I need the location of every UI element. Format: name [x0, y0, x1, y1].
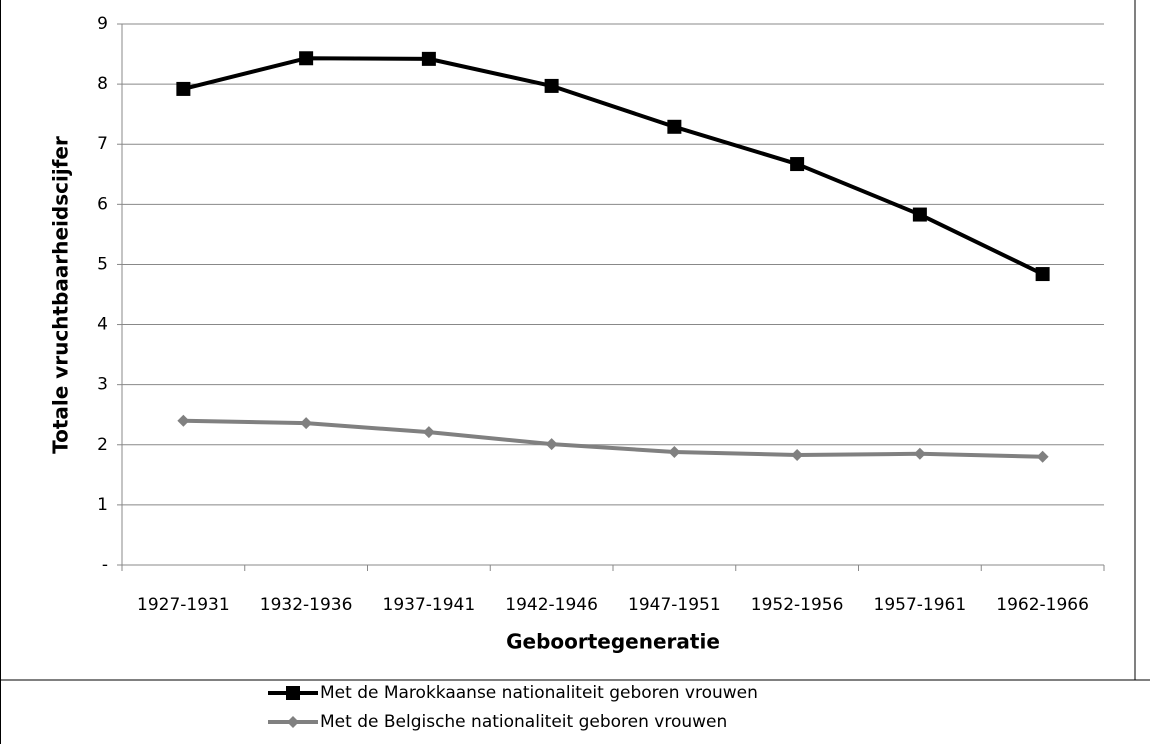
point [176, 81, 191, 96]
y-tick-label: - [102, 555, 108, 575]
y-tick-label: 5 [97, 254, 108, 274]
x-tick-label: 1952-1956 [751, 595, 844, 615]
point [299, 51, 314, 66]
point [791, 448, 804, 461]
line [182, 56, 1044, 276]
x-tick-label: 1957-1961 [874, 595, 967, 615]
x-tick-label: 1942-1946 [505, 595, 598, 615]
legend-marker [286, 686, 300, 700]
point [913, 447, 926, 460]
y-tick-label: 3 [97, 375, 108, 395]
point [177, 414, 190, 427]
point [544, 78, 559, 93]
point [300, 417, 313, 430]
legend-label: Met de Belgische nationaliteit geboren v… [320, 712, 727, 732]
x-axis-label: Geboortegeneratie [506, 630, 720, 654]
point [1036, 450, 1049, 463]
legend-marker [287, 716, 299, 728]
point [545, 438, 558, 451]
y-tick-label: 2 [97, 435, 108, 455]
y-tick-label: 4 [97, 315, 108, 335]
point [912, 207, 927, 222]
point [668, 445, 681, 458]
y-tick-label: 9 [97, 14, 108, 34]
x-tick-label: 1947-1951 [628, 595, 721, 615]
legend-label: Met de Marokkaanse nationaliteit geboren… [320, 683, 758, 703]
y-tick-label: 8 [97, 74, 108, 94]
line [183, 418, 1043, 459]
point [1035, 267, 1050, 282]
x-tick-label: 1937-1941 [383, 595, 476, 615]
x-tick-label: 1927-1931 [137, 595, 230, 615]
y-axis-label: Totale vruchtbaarheidscijfer [49, 136, 73, 454]
x-tick-label: 1932-1936 [260, 595, 353, 615]
point [790, 157, 805, 172]
point [422, 426, 435, 439]
point [667, 119, 682, 134]
y-tick-label: 6 [97, 194, 108, 214]
point [421, 51, 436, 66]
x-tick-label: 1962-1966 [996, 595, 1089, 615]
y-tick-label: 7 [97, 134, 108, 154]
y-tick-label: 1 [97, 495, 108, 515]
